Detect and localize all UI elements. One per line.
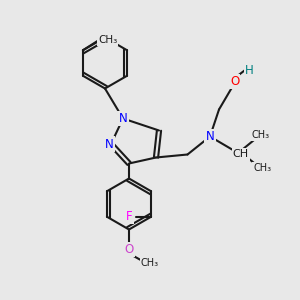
Text: CH₃: CH₃ <box>141 257 159 268</box>
Text: N: N <box>105 137 114 151</box>
Text: N: N <box>206 130 214 143</box>
Text: CH₃: CH₃ <box>98 35 117 45</box>
Text: F: F <box>126 210 133 223</box>
Text: CH: CH <box>233 149 249 160</box>
Text: N: N <box>118 112 127 125</box>
Text: H: H <box>245 64 254 77</box>
Text: CH₃: CH₃ <box>252 130 270 140</box>
Text: O: O <box>124 243 134 256</box>
Text: CH₃: CH₃ <box>254 163 272 173</box>
Text: O: O <box>230 75 239 88</box>
